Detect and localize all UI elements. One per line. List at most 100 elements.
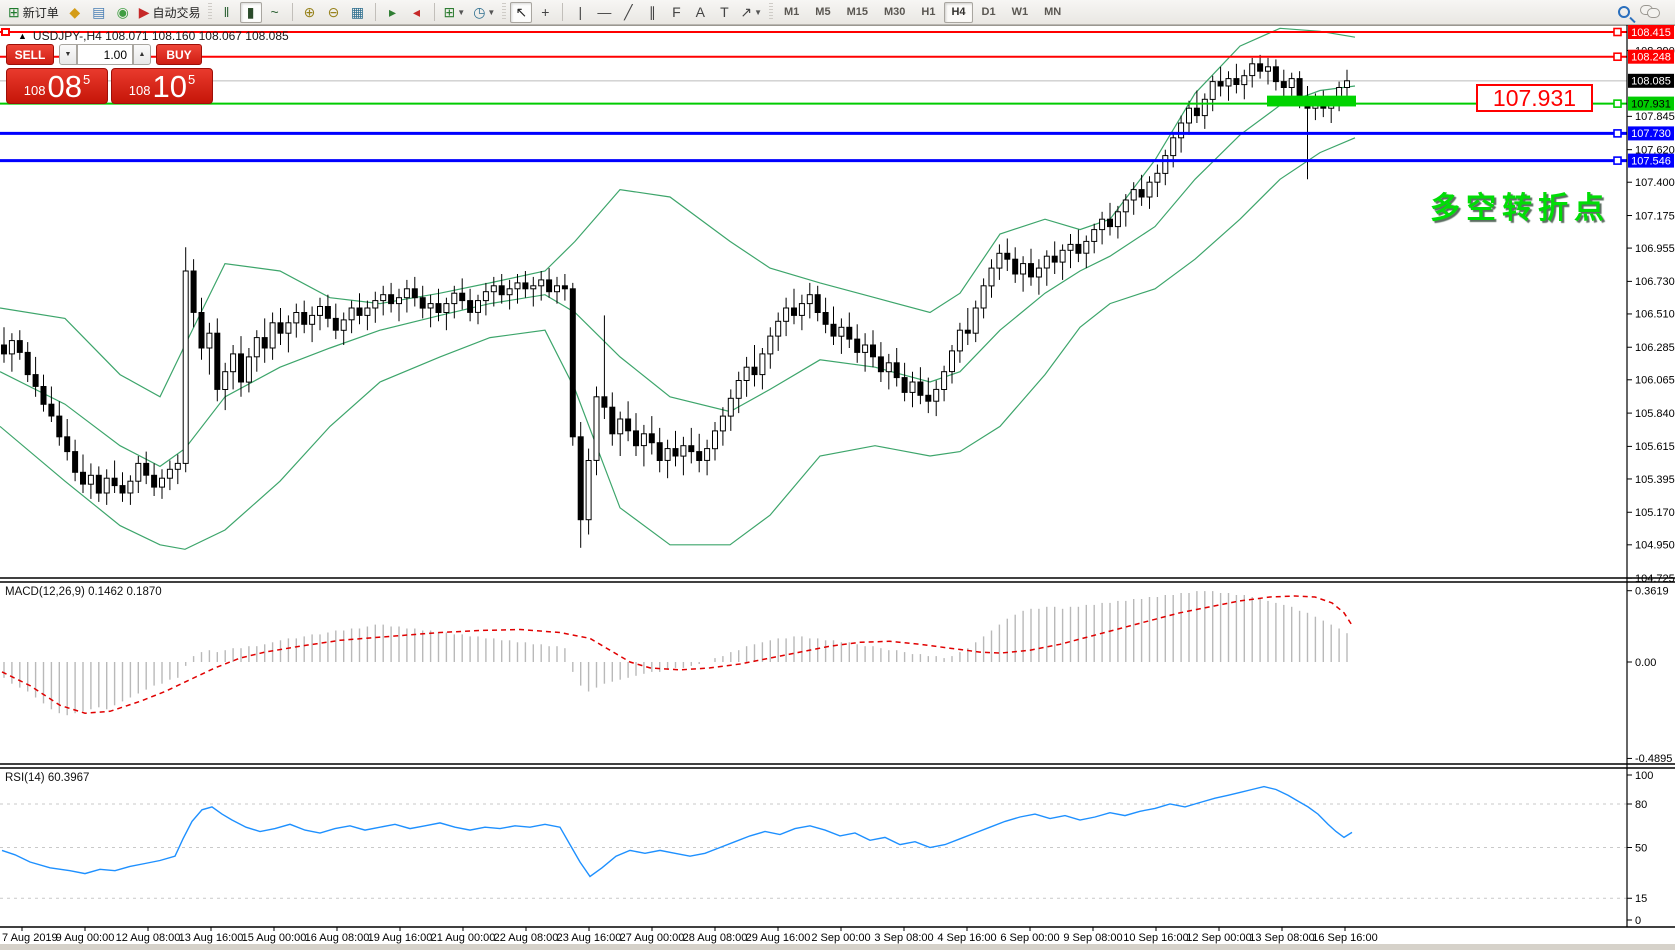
- price-chart-svg[interactable]: MACD(12,26,9) 0.1462 0.1870 RSI(14) 60.39…: [0, 25, 1675, 950]
- svg-text:12 Sep 00:00: 12 Sep 00:00: [1186, 932, 1251, 944]
- auto-scroll-icon[interactable]: ▸: [382, 2, 404, 23]
- timeframe-M30[interactable]: M30: [883, 6, 906, 18]
- bar-chart-icon: ‖: [223, 4, 230, 20]
- trendline-tool-icon[interactable]: ╱: [617, 2, 639, 23]
- svg-text:104.725: 104.725: [1635, 573, 1675, 585]
- metaeditor-icon: ▤: [92, 3, 106, 20]
- svg-text:50: 50: [1635, 842, 1647, 854]
- zoom-in-icon[interactable]: ⊕: [299, 2, 321, 23]
- svg-text:107.931: 107.931: [1631, 98, 1671, 110]
- svg-text:106.510: 106.510: [1635, 309, 1675, 321]
- toolbar-separator: [291, 3, 293, 21]
- crosshair-icon[interactable]: +: [534, 2, 556, 23]
- tile-windows-icon[interactable]: ▦: [347, 2, 369, 23]
- label-tool-icon[interactable]: T: [713, 2, 735, 23]
- svg-text:4 Sep 16:00: 4 Sep 16:00: [937, 932, 996, 944]
- chevron-down-icon: ▼: [754, 7, 762, 17]
- svg-text:22 Aug 08:00: 22 Aug 08:00: [494, 932, 559, 944]
- svg-text:9 Sep 08:00: 9 Sep 08:00: [1063, 932, 1122, 944]
- svg-text:27 Aug 00:00: 27 Aug 00:00: [620, 932, 685, 944]
- svg-text:0: 0: [1635, 915, 1641, 927]
- timeframe-H4[interactable]: H4: [944, 1, 973, 23]
- channel-tool-icon[interactable]: ∥: [641, 2, 663, 23]
- shapes-dropdown: ↗: [740, 3, 753, 20]
- alerts-icon[interactable]: ◆: [64, 2, 86, 23]
- svg-text:80: 80: [1635, 799, 1647, 811]
- svg-text:MACD(12,26,9) 0.1462 0.1870: MACD(12,26,9) 0.1462 0.1870: [5, 586, 162, 598]
- price-callout-label[interactable]: 107.931: [1476, 84, 1593, 112]
- vline-tool-icon: |: [578, 4, 583, 20]
- timeframe-M15[interactable]: M15: [846, 6, 868, 18]
- signals-icon: ◉: [116, 3, 129, 20]
- chart-shift-icon[interactable]: ◂: [406, 2, 428, 23]
- chart-title-text: USDJPY-,H4 108.071 108.160 108.067 108.0…: [32, 29, 289, 43]
- profiles-dropdown[interactable]: ◷ ▼: [470, 2, 498, 23]
- sell-price-main: 08: [47, 69, 82, 104]
- profiles-dropdown: ◷: [473, 3, 486, 20]
- shapes-dropdown[interactable]: ↗ ▼: [737, 2, 765, 23]
- signals-icon[interactable]: ◉: [112, 2, 134, 23]
- chart-canvas[interactable]: MACD(12,26,9) 0.1462 0.1870 RSI(14) 60.39…: [0, 25, 1675, 950]
- chat-icon[interactable]: [1637, 2, 1663, 23]
- timeframe-W1[interactable]: W1: [1011, 6, 1029, 18]
- timeframe-toolbar: M1 M5 M15 M30 H1 H4 D1 W1 MN: [776, 1, 1069, 23]
- svg-text:3 Sep 08:00: 3 Sep 08:00: [874, 932, 933, 944]
- buy-price-tile[interactable]: 108 10 5: [111, 68, 213, 104]
- svg-text:107.175: 107.175: [1635, 210, 1675, 222]
- timeframe-M5[interactable]: M5: [815, 6, 831, 18]
- sell-price-tile[interactable]: 108 08 5: [6, 68, 108, 104]
- candlestick-chart-icon: ▮: [246, 3, 255, 20]
- buy-price-pip: 5: [187, 72, 196, 87]
- line-chart-icon[interactable]: ~: [264, 2, 286, 23]
- fibonacci-tool-icon: F: [672, 4, 681, 20]
- timeframe-H1[interactable]: H1: [921, 6, 936, 18]
- zoom-out-icon[interactable]: ⊖: [323, 2, 345, 23]
- timeframe-MN[interactable]: MN: [1044, 6, 1062, 18]
- candlestick-chart-icon[interactable]: ▮: [239, 1, 262, 23]
- volume-input[interactable]: 1.00: [77, 44, 133, 65]
- line-chart-icon: ~: [270, 4, 279, 20]
- volume-decrease-button[interactable]: ▼: [59, 44, 77, 65]
- svg-text:105.170: 105.170: [1635, 507, 1675, 519]
- new-chart-dropdown: ⊞: [443, 3, 456, 20]
- svg-text:16 Aug 08:00: 16 Aug 08:00: [305, 932, 370, 944]
- timeframe-D1[interactable]: D1: [981, 6, 996, 18]
- new-chart-dropdown[interactable]: ⊞ ▼: [441, 2, 469, 23]
- volume-increase-button[interactable]: ▲: [133, 44, 151, 65]
- sell-price-pip: 5: [82, 72, 91, 87]
- toolbar-items: ⊞ 新订单 ◆ ▤ ◉ ▶ 自动交易 ‖ ▮ ~ ⊕ ⊖ ▦ ▸ ◂ ⊞ ▼ ◷ ▼ ↖ + | — ╱ ∥ F A T ↗ ▼: [4, 1, 776, 23]
- svg-text:106.955: 106.955: [1635, 243, 1675, 255]
- metaeditor-icon[interactable]: ▤: [88, 2, 110, 23]
- sell-button[interactable]: SELL: [6, 44, 54, 65]
- vline-tool-icon[interactable]: |: [569, 2, 591, 23]
- svg-text:106.730: 106.730: [1635, 276, 1675, 288]
- svg-text:16 Sep 16:00: 16 Sep 16:00: [1312, 932, 1377, 944]
- autotrade-button-label: 自动交易: [152, 5, 201, 20]
- trendline-tool-icon: ╱: [624, 3, 633, 20]
- bar-chart-icon[interactable]: ‖: [216, 2, 238, 23]
- chart-shift-icon: ◂: [413, 3, 421, 20]
- hline-handle[interactable]: [1, 28, 10, 36]
- buy-price-prefix: 108: [128, 83, 151, 98]
- timeframe-M1[interactable]: M1: [784, 6, 800, 18]
- toolbar-grip: [769, 3, 773, 21]
- svg-text:12 Aug 08:00: 12 Aug 08:00: [116, 932, 181, 944]
- toolbar: ⊞ 新订单 ◆ ▤ ◉ ▶ 自动交易 ‖ ▮ ~ ⊕ ⊖ ▦ ▸ ◂ ⊞ ▼ ◷ ▼ ↖ + | — ╱ ∥ F A T ↗ ▼ M1 M5…: [0, 0, 1675, 25]
- new-order-button[interactable]: ⊞ 新订单: [5, 2, 62, 23]
- fibonacci-tool-icon[interactable]: F: [665, 2, 687, 23]
- autotrade-button: ▶: [138, 3, 150, 20]
- svg-text:10 Sep 16:00: 10 Sep 16:00: [1123, 932, 1188, 944]
- svg-text:105.395: 105.395: [1635, 474, 1675, 486]
- hline-tool-icon[interactable]: —: [593, 2, 615, 23]
- cursor-icon[interactable]: ↖: [510, 1, 533, 23]
- svg-text:107.546: 107.546: [1631, 155, 1671, 167]
- sell-price-prefix: 108: [23, 83, 46, 98]
- search-icon[interactable]: [1613, 2, 1635, 23]
- buy-button[interactable]: BUY: [156, 44, 202, 65]
- text-tool-icon[interactable]: A: [689, 2, 711, 23]
- autotrade-button[interactable]: ▶ 自动交易: [136, 2, 204, 23]
- toolbar-grip: [207, 3, 212, 21]
- toolbar-separator: [562, 3, 564, 21]
- crosshair-icon: +: [541, 4, 550, 20]
- tile-windows-icon: ▦: [350, 3, 365, 20]
